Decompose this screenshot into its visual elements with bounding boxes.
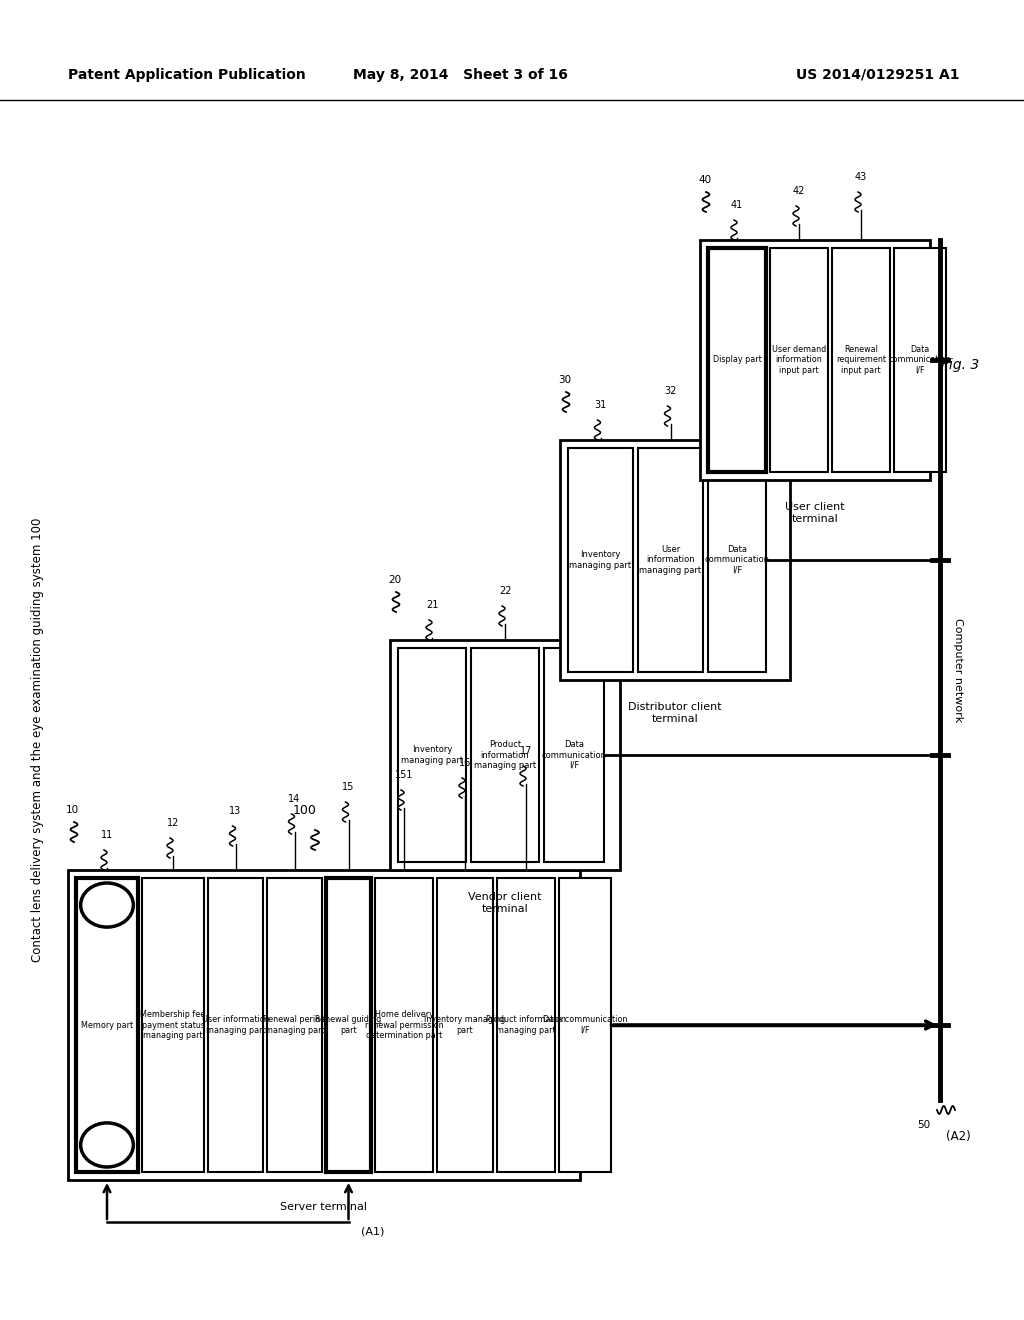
Text: Product information
managing part: Product information managing part: [486, 1015, 566, 1035]
Text: 13: 13: [229, 807, 242, 816]
Text: Inventory managing
part: Inventory managing part: [424, 1015, 506, 1035]
Text: 17: 17: [520, 746, 532, 756]
Text: 12: 12: [167, 818, 179, 828]
Bar: [76, 878, 138, 1172]
Text: (A2): (A2): [945, 1130, 971, 1143]
Bar: [708, 447, 766, 672]
Text: Membership fee
payment status
managing part: Membership fee payment status managing p…: [140, 1010, 206, 1040]
Text: (A1): (A1): [360, 1228, 384, 1237]
Text: 43: 43: [855, 172, 867, 182]
Text: 14: 14: [289, 795, 301, 804]
Text: 30: 30: [558, 375, 571, 385]
Text: 16: 16: [459, 758, 471, 768]
Text: 50: 50: [916, 1119, 930, 1130]
Bar: [638, 447, 703, 672]
Bar: [390, 640, 620, 870]
Text: User client
terminal: User client terminal: [785, 502, 845, 524]
Text: Renewal period
managing part: Renewal period managing part: [263, 1015, 326, 1035]
Ellipse shape: [81, 1123, 133, 1167]
Text: Memory part: Memory part: [81, 1020, 133, 1030]
Bar: [68, 870, 580, 1180]
Text: 22: 22: [499, 586, 511, 597]
Bar: [326, 878, 371, 1172]
Text: 42: 42: [793, 186, 805, 195]
Bar: [894, 248, 946, 473]
Bar: [568, 447, 633, 672]
Bar: [267, 878, 322, 1172]
Text: 32: 32: [665, 385, 677, 396]
Text: Product
information
managing part: Product information managing part: [474, 741, 536, 770]
Bar: [544, 648, 604, 862]
Text: Distributor client
terminal: Distributor client terminal: [628, 702, 722, 723]
Bar: [770, 248, 828, 473]
Bar: [559, 878, 611, 1172]
Text: Data
communication
I/F: Data communication I/F: [889, 345, 951, 375]
Text: User demand
information
input part: User demand information input part: [772, 345, 826, 375]
Text: Home delivery
renewal permission
determination part: Home delivery renewal permission determi…: [365, 1010, 443, 1040]
Text: Computer network: Computer network: [953, 618, 963, 722]
Bar: [497, 878, 555, 1172]
Text: User information
managing part: User information managing part: [202, 1015, 269, 1035]
Text: 100: 100: [293, 804, 317, 817]
Text: Fig. 3: Fig. 3: [941, 358, 979, 372]
Bar: [700, 240, 930, 480]
Text: Inventory
managing part: Inventory managing part: [401, 746, 463, 764]
Text: Data
communication
I/F: Data communication I/F: [542, 741, 606, 770]
Text: Server terminal: Server terminal: [281, 1203, 368, 1212]
Text: Display part: Display part: [713, 355, 762, 364]
Text: 41: 41: [731, 201, 743, 210]
Bar: [560, 440, 790, 680]
Text: Renewal guiding
part: Renewal guiding part: [315, 1015, 382, 1035]
Bar: [375, 878, 433, 1172]
Text: Inventory
managing part: Inventory managing part: [569, 550, 632, 570]
Text: 21: 21: [426, 601, 438, 610]
Text: 11: 11: [101, 830, 113, 840]
Text: 151: 151: [394, 770, 414, 780]
Text: User
information
managing part: User information managing part: [639, 545, 701, 576]
Text: US 2014/0129251 A1: US 2014/0129251 A1: [797, 69, 961, 82]
Text: 10: 10: [66, 805, 79, 814]
Ellipse shape: [81, 883, 133, 927]
Text: 20: 20: [388, 576, 401, 585]
Text: Vendor client
terminal: Vendor client terminal: [468, 892, 542, 913]
Text: 31: 31: [594, 400, 606, 411]
Bar: [471, 648, 539, 862]
Text: 15: 15: [342, 781, 354, 792]
Text: Data
communication
I/F: Data communication I/F: [705, 545, 769, 576]
Text: May 8, 2014   Sheet 3 of 16: May 8, 2014 Sheet 3 of 16: [352, 69, 567, 82]
Bar: [831, 248, 890, 473]
Text: Renewal
requirement
input part: Renewal requirement input part: [836, 345, 886, 375]
Bar: [708, 248, 766, 473]
Bar: [142, 878, 204, 1172]
Text: Contact lens delivery system and the eye examination guiding system 100: Contact lens delivery system and the eye…: [32, 517, 44, 962]
Text: 40: 40: [698, 176, 711, 185]
Bar: [208, 878, 263, 1172]
Bar: [398, 648, 466, 862]
Text: Patent Application Publication: Patent Application Publication: [68, 69, 306, 82]
Bar: [437, 878, 493, 1172]
Text: Data communication
I/F: Data communication I/F: [543, 1015, 627, 1035]
